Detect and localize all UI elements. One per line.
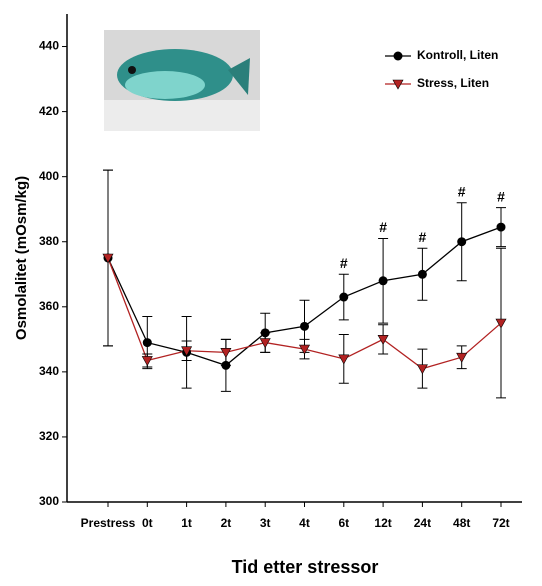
marker bbox=[220, 348, 232, 358]
annotation: # bbox=[497, 188, 505, 204]
x-tick-label: 72t bbox=[492, 516, 509, 530]
y-tick-label: 440 bbox=[39, 39, 59, 53]
y-tick-label: 320 bbox=[39, 429, 59, 443]
marker bbox=[181, 346, 193, 357]
y-tick-label: 360 bbox=[39, 299, 59, 313]
fish-photo bbox=[104, 30, 260, 131]
legend-marker bbox=[393, 51, 403, 61]
legend-label: Kontroll, Liten bbox=[417, 48, 498, 62]
annotation: # bbox=[340, 255, 348, 271]
annotation: # bbox=[379, 219, 387, 235]
annotation: # bbox=[458, 183, 466, 199]
marker bbox=[298, 344, 311, 355]
x-tick-label: 48t bbox=[453, 516, 470, 530]
marker bbox=[339, 292, 349, 302]
marker bbox=[495, 318, 507, 329]
x-axis-label: Tid etter stressor bbox=[232, 557, 379, 577]
marker bbox=[221, 360, 231, 370]
y-tick-label: 420 bbox=[39, 104, 59, 118]
x-tick-label: 4t bbox=[299, 516, 310, 530]
y-axis-label: Osmolalitet (mOsm/kg) bbox=[13, 176, 30, 340]
marker bbox=[377, 335, 389, 345]
x-tick-label: 2t bbox=[221, 516, 232, 530]
y-tick-label: 300 bbox=[39, 494, 59, 508]
marker bbox=[378, 276, 388, 286]
marker bbox=[338, 354, 350, 365]
x-tick-label: 1t bbox=[181, 516, 192, 530]
marker bbox=[141, 356, 153, 367]
legend-label: Stress, Liten bbox=[417, 76, 489, 90]
x-tick-label: 3t bbox=[260, 516, 271, 530]
marker bbox=[102, 253, 114, 264]
x-tick-label: 0t bbox=[142, 516, 153, 530]
marker bbox=[259, 338, 271, 349]
x-tick-label: 24t bbox=[414, 516, 431, 530]
marker bbox=[457, 237, 467, 247]
marker bbox=[142, 338, 152, 348]
legend-marker bbox=[392, 79, 404, 90]
marker bbox=[456, 352, 468, 363]
marker bbox=[417, 269, 427, 279]
x-tick-label: 6t bbox=[338, 516, 349, 530]
marker bbox=[416, 364, 428, 375]
marker bbox=[496, 222, 506, 232]
marker bbox=[300, 321, 309, 331]
y-tick-label: 380 bbox=[39, 234, 59, 248]
annotation: # bbox=[419, 229, 427, 245]
marker bbox=[260, 328, 270, 338]
y-tick-label: 340 bbox=[39, 364, 59, 378]
x-tick-label: Prestress bbox=[81, 516, 136, 530]
y-tick-label: 400 bbox=[39, 169, 59, 183]
x-tick-label: 12t bbox=[374, 516, 391, 530]
